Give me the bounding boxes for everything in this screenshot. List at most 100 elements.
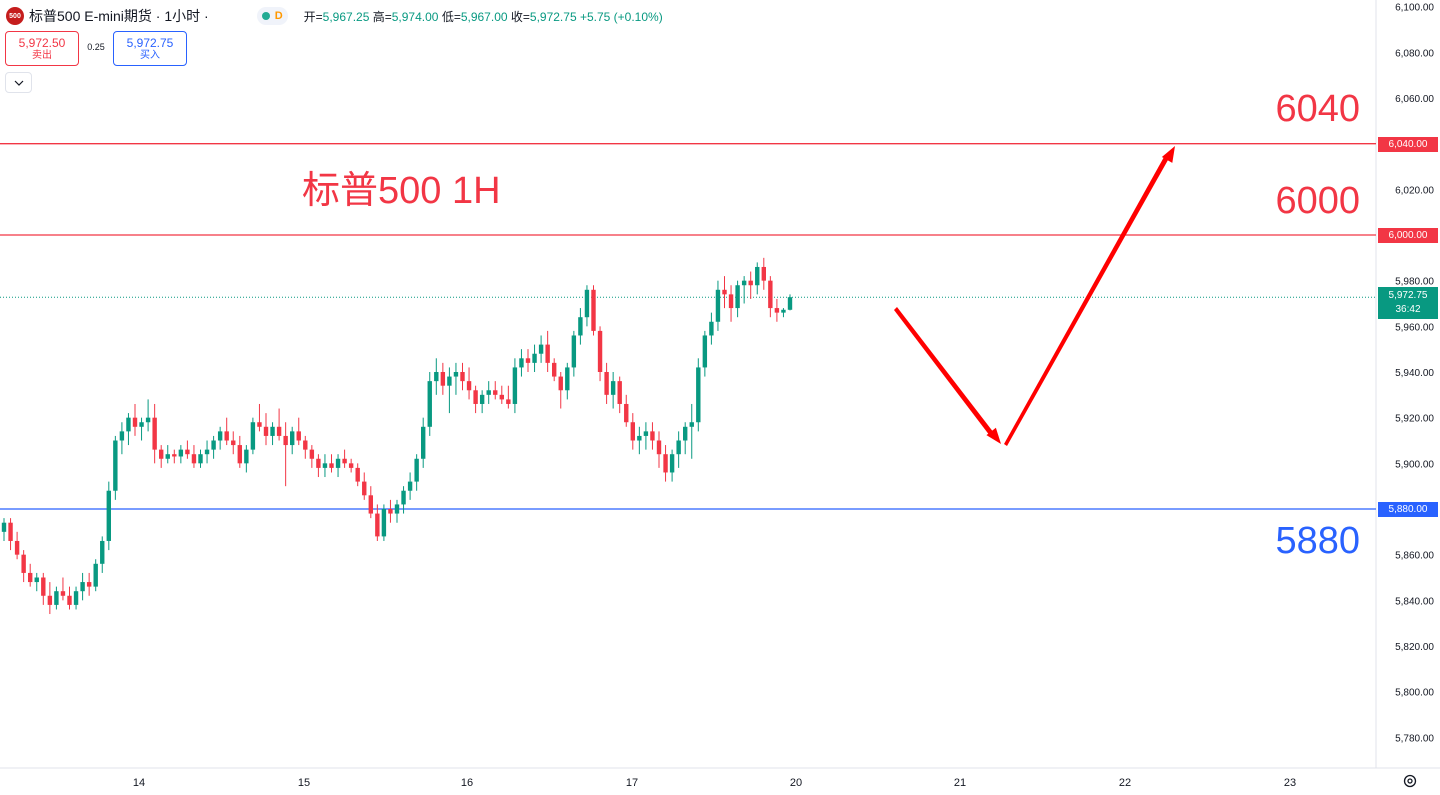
candle-body [473,390,478,404]
x-tick-label: 21 [954,777,966,789]
candle-body [270,426,275,436]
candle-body [211,440,216,450]
candle-body [34,577,39,583]
candle-body [466,381,472,391]
change-value: +5.75 (+0.10%) [579,9,663,24]
chart-annotation-title[interactable]: 标普500 1H [302,170,501,212]
candle-body [316,458,321,468]
gear-icon[interactable] [1402,773,1418,789]
candle-body [8,522,13,541]
status-letter: D [274,10,283,22]
x-tick-label: 17 [626,777,638,789]
candle-body [145,417,151,423]
level-label-6040[interactable]: 6040 [1275,88,1360,130]
candle-body [381,509,387,537]
candle-body [263,426,269,436]
y-tick-label: 5,980.00 [1395,277,1434,288]
close-value: 5,972.75 [529,9,577,24]
up-arrow-shaft [1004,157,1168,446]
sell-button[interactable]: 5,972.50 卖出 [5,31,79,66]
candle-body [735,285,740,309]
chevron-down-icon [14,80,23,86]
candle-body [60,591,66,596]
candle-body [447,376,452,386]
bar-countdown: 36:42 [1395,304,1421,315]
ohlc-values: 开=5,967.25 高=5,974.00 低=5,967.00 收=5,972… [303,9,663,24]
candle-body [748,280,753,286]
candle-body [47,595,53,605]
candle-body [604,372,609,395]
candle-body [67,595,72,605]
candle-body [709,321,714,336]
candle-body [250,422,256,450]
candle-body [565,367,570,391]
candle-body [558,376,563,391]
candle-body [394,504,400,514]
y-tick-label: 6,100.00 [1395,3,1434,14]
candle-body [159,449,164,459]
level-label-5880[interactable]: 5880 [1275,520,1360,562]
buy-button[interactable]: 5,972.75 买入 [113,31,187,66]
high-value: 5,974.00 [391,9,439,24]
level-label-6000[interactable]: 6000 [1275,180,1360,222]
candle-body [309,449,315,459]
x-tick-label: 20 [790,777,802,789]
candle-body [283,435,288,446]
sell-price: 5,972.50 [18,35,66,50]
candle-body [257,422,262,427]
candle-body [702,335,708,368]
collapse-button[interactable] [5,72,32,93]
current-price-tag: 5,972.75 36:42 [1378,287,1438,319]
y-tick-label: 5,900.00 [1395,459,1434,470]
candle-body [499,394,504,400]
candle-body [460,372,465,382]
candle-body [132,417,138,427]
candle-body [342,458,347,464]
candle-body [493,390,498,395]
candle-body [139,422,144,427]
candle-body [113,440,118,491]
candle-body [545,344,550,363]
candle-body [204,449,210,455]
low-value: 5,967.00 [460,9,508,24]
candle-body [231,440,236,446]
candle-body [335,458,341,468]
candle-body [172,454,177,457]
candle-body [21,554,26,573]
candle-body [100,540,105,564]
candle-body [427,381,432,427]
candle-body [217,431,223,441]
candle-body [1,522,7,532]
candle-body [185,449,190,455]
symbol-title[interactable]: 标普500 E-mini期货 · 1小时 · [29,8,209,24]
candle-body [434,372,439,382]
x-tick-label: 23 [1284,777,1296,789]
open-value: 5,967.25 [322,9,370,24]
current-price: 5,972.75 [1388,290,1428,301]
candle-body [676,440,681,455]
x-tick-label: 22 [1119,777,1131,789]
candle-body [296,431,301,441]
price-tag-6040: 6,040.00 [1378,137,1438,152]
down-arrow-head [986,427,1001,444]
candle-body [388,509,393,514]
candle-body [538,344,544,354]
candle-body [755,266,760,286]
candle-body [519,358,524,368]
sell-label: 卖出 [32,49,52,61]
y-tick-label: 6,080.00 [1395,48,1434,59]
candle-body [728,294,734,309]
candle-body [375,513,380,537]
candle-body [322,463,328,468]
candle-body [440,372,446,386]
candle-body [348,463,354,468]
candle-body [768,280,773,309]
candle-body [774,308,780,313]
candle-body [656,440,662,455]
candle-body [715,289,721,322]
y-tick-label: 6,060.00 [1395,94,1434,105]
market-status[interactable]: D [256,7,288,25]
candle-body [532,353,537,363]
x-tick-label: 16 [461,777,473,789]
